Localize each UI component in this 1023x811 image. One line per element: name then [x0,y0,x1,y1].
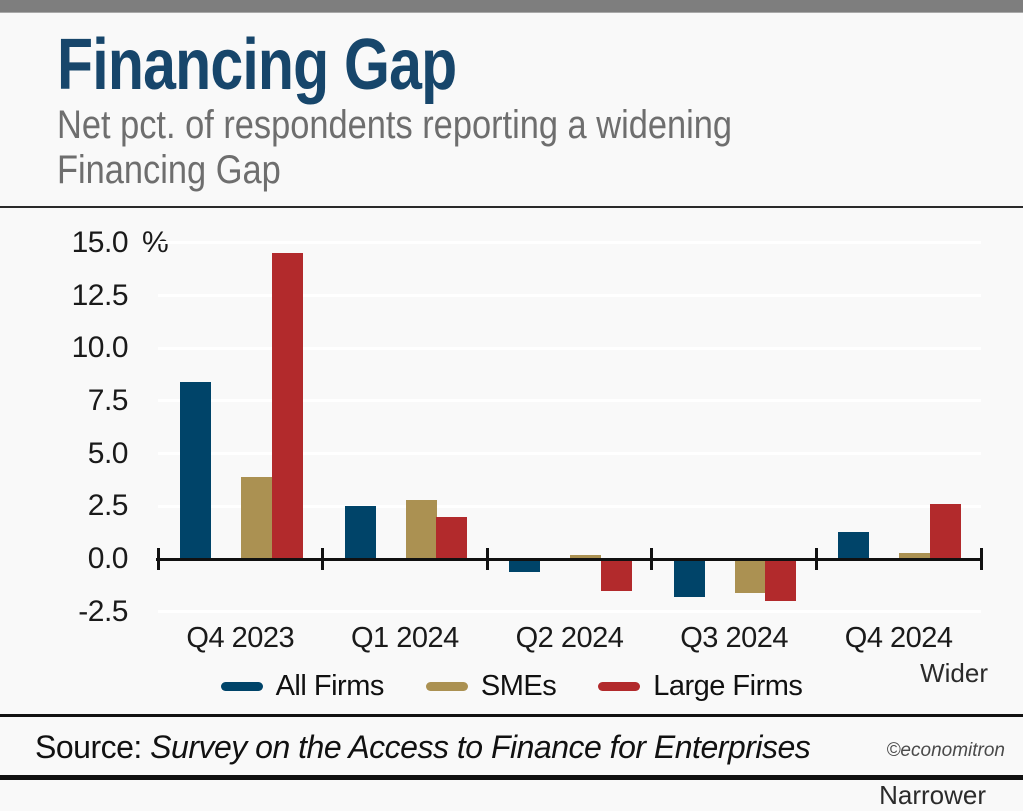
bottom-bar [0,775,1023,780]
bar-large-firms-q4-2024 [929,504,961,559]
legend-label-smes: SMEs [480,669,557,702]
x-axis-label-q1-2024: Q1 2024 [351,622,459,654]
page-subtitle: Net pct. of respondents reporting a wide… [57,103,883,193]
x-axis-tick-4 [814,548,818,570]
bar-large-firms-q2-2024 [600,559,632,591]
x-axis-tick-3 [650,548,654,570]
annotation-wider: Wider [920,658,988,688]
y-axis-tick-label--2.5: -2.5 [78,594,128,628]
bar-large-firms-q4-2023 [271,253,303,559]
bar-smes-q1-2024 [405,500,437,559]
header-divider [0,206,1023,208]
x-axis-line [156,558,983,561]
gridline-10 [158,346,981,350]
source-name-label: Survey on the Access to Finance for Ente… [150,729,811,765]
x-axis-tick-2 [485,548,489,570]
y-axis-tick-label-7.5: 7.5 [87,383,129,417]
x-axis-label-q4-2023: Q4 2023 [186,622,295,654]
legend-item-smes: SMEs [425,669,557,703]
bar-large-firms-q3-2024 [765,559,797,602]
x-axis-label-q4-2024: Q4 2024 [844,622,953,654]
y-axis-tick-label-0: 0.0 [87,542,129,575]
bar-smes-q2-2024 [570,554,602,559]
x-axis-tick-0 [156,548,160,570]
page-subtitle-line1: Net pct. of respondents reporting a wide… [57,103,733,147]
gridline-2.5 [158,504,981,508]
chart-legend: All Firms SMEs Large Firms [0,666,1023,706]
legend-swatch-large-firms [598,681,641,691]
y-axis-tick-label-10: 10.0 [71,331,129,365]
bar-all-firms-q2-2024 [509,559,541,572]
gridline-7.5 [158,399,981,403]
bar-all-firms-q4-2023 [180,382,211,559]
source-prefix-label: Source: [35,729,142,765]
page-subtitle-line2: Financing Gap [57,148,281,192]
x-axis-label-q3-2024: Q3 2024 [680,622,788,654]
gridline-12.5 [158,294,981,298]
y-axis-tick-label-15: 15.0 [71,225,129,259]
credit-handle: ©economitron [886,740,1005,761]
legend-swatch-smes [425,681,468,691]
bar-smes-q4-2024 [899,552,931,559]
bar-chart-plot-area: Wider Narrower 15.0 12.5 10.0 7.5 5.0 2.5 0.0 -… [0,208,1023,810]
bar-smes-q3-2024 [734,559,766,593]
x-axis-tick-5 [979,548,983,570]
y-axis-tick-label-5: 5.0 [87,436,129,470]
y-axis-tick-label-2.5: 2.5 [87,489,129,523]
x-axis-tick-1 [321,548,325,570]
x-axis-label-q2-2024: Q2 2024 [515,622,624,654]
bar-smes-q4-2023 [241,476,272,559]
page-title: Financing Gap [57,25,457,105]
bar-all-firms-q1-2024 [344,506,376,559]
source-line: Source: Survey on the Access to Finance … [35,729,811,766]
gridline-5 [158,452,981,456]
legend-item-large-firms: Large Firms [598,669,803,703]
window-top-bar [0,0,1023,13]
legend-label-all-firms: All Firms [275,669,385,702]
footer-divider [0,714,1023,717]
bar-all-firms-q3-2024 [673,559,705,597]
gridline--2.5 [158,610,981,614]
gridline-15 [158,241,981,245]
bar-large-firms-q1-2024 [436,516,468,559]
y-axis-tick-label-12.5: 12.5 [71,278,129,312]
legend-label-large-firms: Large Firms [653,669,803,702]
legend-swatch-all-firms [220,681,263,691]
legend-item-all-firms: All Firms [220,669,385,703]
bar-all-firms-q4-2024 [838,531,870,559]
annotation-narrower: Narrower [879,780,986,810]
